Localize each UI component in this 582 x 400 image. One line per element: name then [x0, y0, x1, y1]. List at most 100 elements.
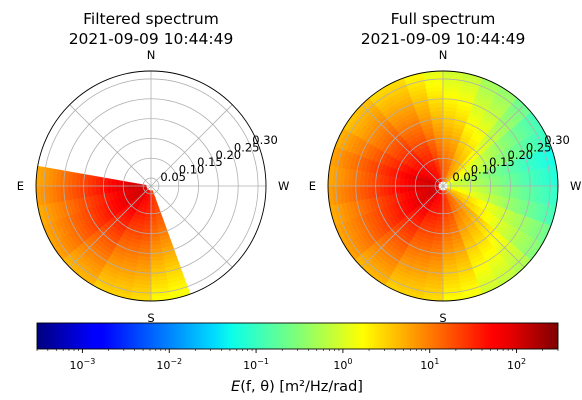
- spectrum-cell: [436, 150, 444, 155]
- west-label: W: [278, 179, 289, 193]
- spectrum-cell: [147, 201, 152, 206]
- spectrum-cell: [107, 185, 113, 194]
- colorbar-tick-label: 101: [420, 357, 439, 372]
- colorbar-tick-label: 10−1: [243, 357, 269, 372]
- spectrum-cell: [474, 185, 479, 193]
- radial-tick-label: 0.25: [526, 140, 552, 154]
- east-label: E: [17, 179, 24, 193]
- polar-grid: [328, 71, 558, 301]
- spectrum-cell: [462, 185, 467, 191]
- chart-subtitle: 2021-09-09 10:44:49: [361, 30, 526, 48]
- radial-tick-label: 0.30: [252, 133, 278, 147]
- radial-tick-label: 0.20: [508, 148, 534, 162]
- filtered-spectrum-panel: Filtered spectrum 2021-09-09 10:44:49 N …: [17, 10, 290, 325]
- colorbar-gradient: [36, 322, 559, 350]
- south-label: S: [147, 311, 154, 325]
- spectrum-cell: [435, 146, 444, 152]
- radial-tick-label: 0.10: [471, 163, 497, 177]
- spectrum-cell: [481, 185, 487, 194]
- chart-subtitle: 2021-09-09 10:44:49: [69, 30, 234, 48]
- spectrum-cell: [442, 146, 451, 152]
- spectrum-cell: [111, 178, 117, 187]
- spectrum-cell: [150, 224, 159, 230]
- north-label: N: [439, 48, 448, 62]
- spectrum-cell: [143, 220, 152, 226]
- spectrum-cell: [436, 217, 444, 222]
- colorbar-tick-label: 10−3: [70, 357, 96, 372]
- radial-tick-label: 0.25: [234, 140, 260, 154]
- spectrum-cell: [435, 224, 444, 230]
- spectrum-cell: [442, 142, 451, 148]
- spectrum-cell: [439, 201, 444, 206]
- radial-tick-label: 0.15: [489, 155, 515, 169]
- west-label: W: [570, 179, 581, 193]
- spectrum-cell: [144, 217, 152, 222]
- north-label: N: [147, 48, 156, 62]
- spectrum-cell: [423, 182, 428, 187]
- spectrum-cell: [442, 224, 451, 230]
- spectrum-cell: [107, 178, 113, 187]
- spectrum-cell: [419, 181, 424, 187]
- polar-frame: [35, 70, 267, 302]
- radial-tick-labels: 0.050.100.150.200.250.30: [160, 133, 278, 184]
- polar-frame: [327, 70, 559, 302]
- angular-gridline: [361, 185, 444, 268]
- angular-gridline: [361, 104, 444, 187]
- polar-grid: [36, 71, 266, 301]
- spectrum-cell: [477, 178, 483, 187]
- spectrum-cell: [150, 217, 158, 222]
- colorbar-ticks: 10−3 10−2 10−1 100 101 102: [36, 349, 559, 372]
- spectrum-cell: [143, 224, 152, 230]
- spectrum-cell: [403, 178, 409, 187]
- east-label: E: [309, 179, 316, 193]
- spectrum-cell: [442, 217, 450, 222]
- spectrum-cell: [458, 185, 463, 190]
- colorbar-tick-label: 10−2: [156, 357, 182, 372]
- spectrum-cell: [115, 185, 120, 193]
- full-spectrum-panel: Full spectrum 2021-09-09 10:44:49 N E S …: [309, 10, 582, 325]
- spectrum-cell: [477, 185, 483, 194]
- angular-gridline: [442, 104, 525, 187]
- south-label: S: [439, 311, 446, 325]
- spectrum-cell: [438, 205, 444, 210]
- chart-title: Filtered spectrum: [83, 10, 219, 28]
- angular-gridline: [69, 185, 152, 268]
- spectrum-cell: [435, 220, 444, 226]
- radial-tick-label: 0.15: [197, 155, 223, 169]
- spectrum-cell: [150, 220, 159, 226]
- spectrum-cell: [399, 185, 405, 194]
- colorbar: 10−3 10−2 10−1 100 101 102 E(f, θ) [m²/Hz/rad…: [36, 322, 559, 395]
- spectrum-cell: [442, 220, 451, 226]
- spectrum-cells: [327, 70, 559, 302]
- radial-tick-label: 0.20: [216, 148, 242, 162]
- colorbar-label: E(f, θ) [m²/Hz/rad]: [231, 379, 363, 395]
- radial-tick-label: 0.30: [544, 133, 570, 147]
- angular-gridline: [442, 185, 525, 268]
- chart-title: Full spectrum: [391, 10, 496, 28]
- spectrum-cell: [442, 166, 447, 171]
- spectrum-cell: [442, 150, 450, 155]
- colorbar-tick-label: 102: [507, 357, 526, 372]
- spectrum-cell: [131, 182, 136, 187]
- spectrum-cell: [435, 142, 444, 148]
- radial-tick-label: 0.10: [179, 163, 205, 177]
- angular-gridline: [69, 104, 152, 187]
- radial-tick-label: 0.05: [160, 170, 186, 184]
- radial-tick-label: 0.05: [452, 170, 478, 184]
- spectrum-cell: [127, 181, 132, 187]
- spectrum-cell: [111, 185, 117, 194]
- spectrum-cell: [481, 178, 487, 187]
- spectrum-cell: [403, 185, 409, 194]
- radial-tick-labels: 0.050.100.150.200.250.30: [452, 133, 570, 184]
- angular-gridline: [150, 104, 233, 187]
- spectrum-cell: [407, 179, 412, 187]
- spectrum-cell: [146, 205, 152, 210]
- spectrum-cell: [115, 179, 120, 187]
- colorbar-tick-label: 100: [333, 357, 352, 372]
- spectrum-cell: [399, 178, 405, 187]
- spectrum-cell: [407, 185, 412, 193]
- spectrum-cell: [134, 183, 140, 187]
- spectrum-cell: [442, 162, 448, 167]
- angular-gridline: [150, 185, 233, 268]
